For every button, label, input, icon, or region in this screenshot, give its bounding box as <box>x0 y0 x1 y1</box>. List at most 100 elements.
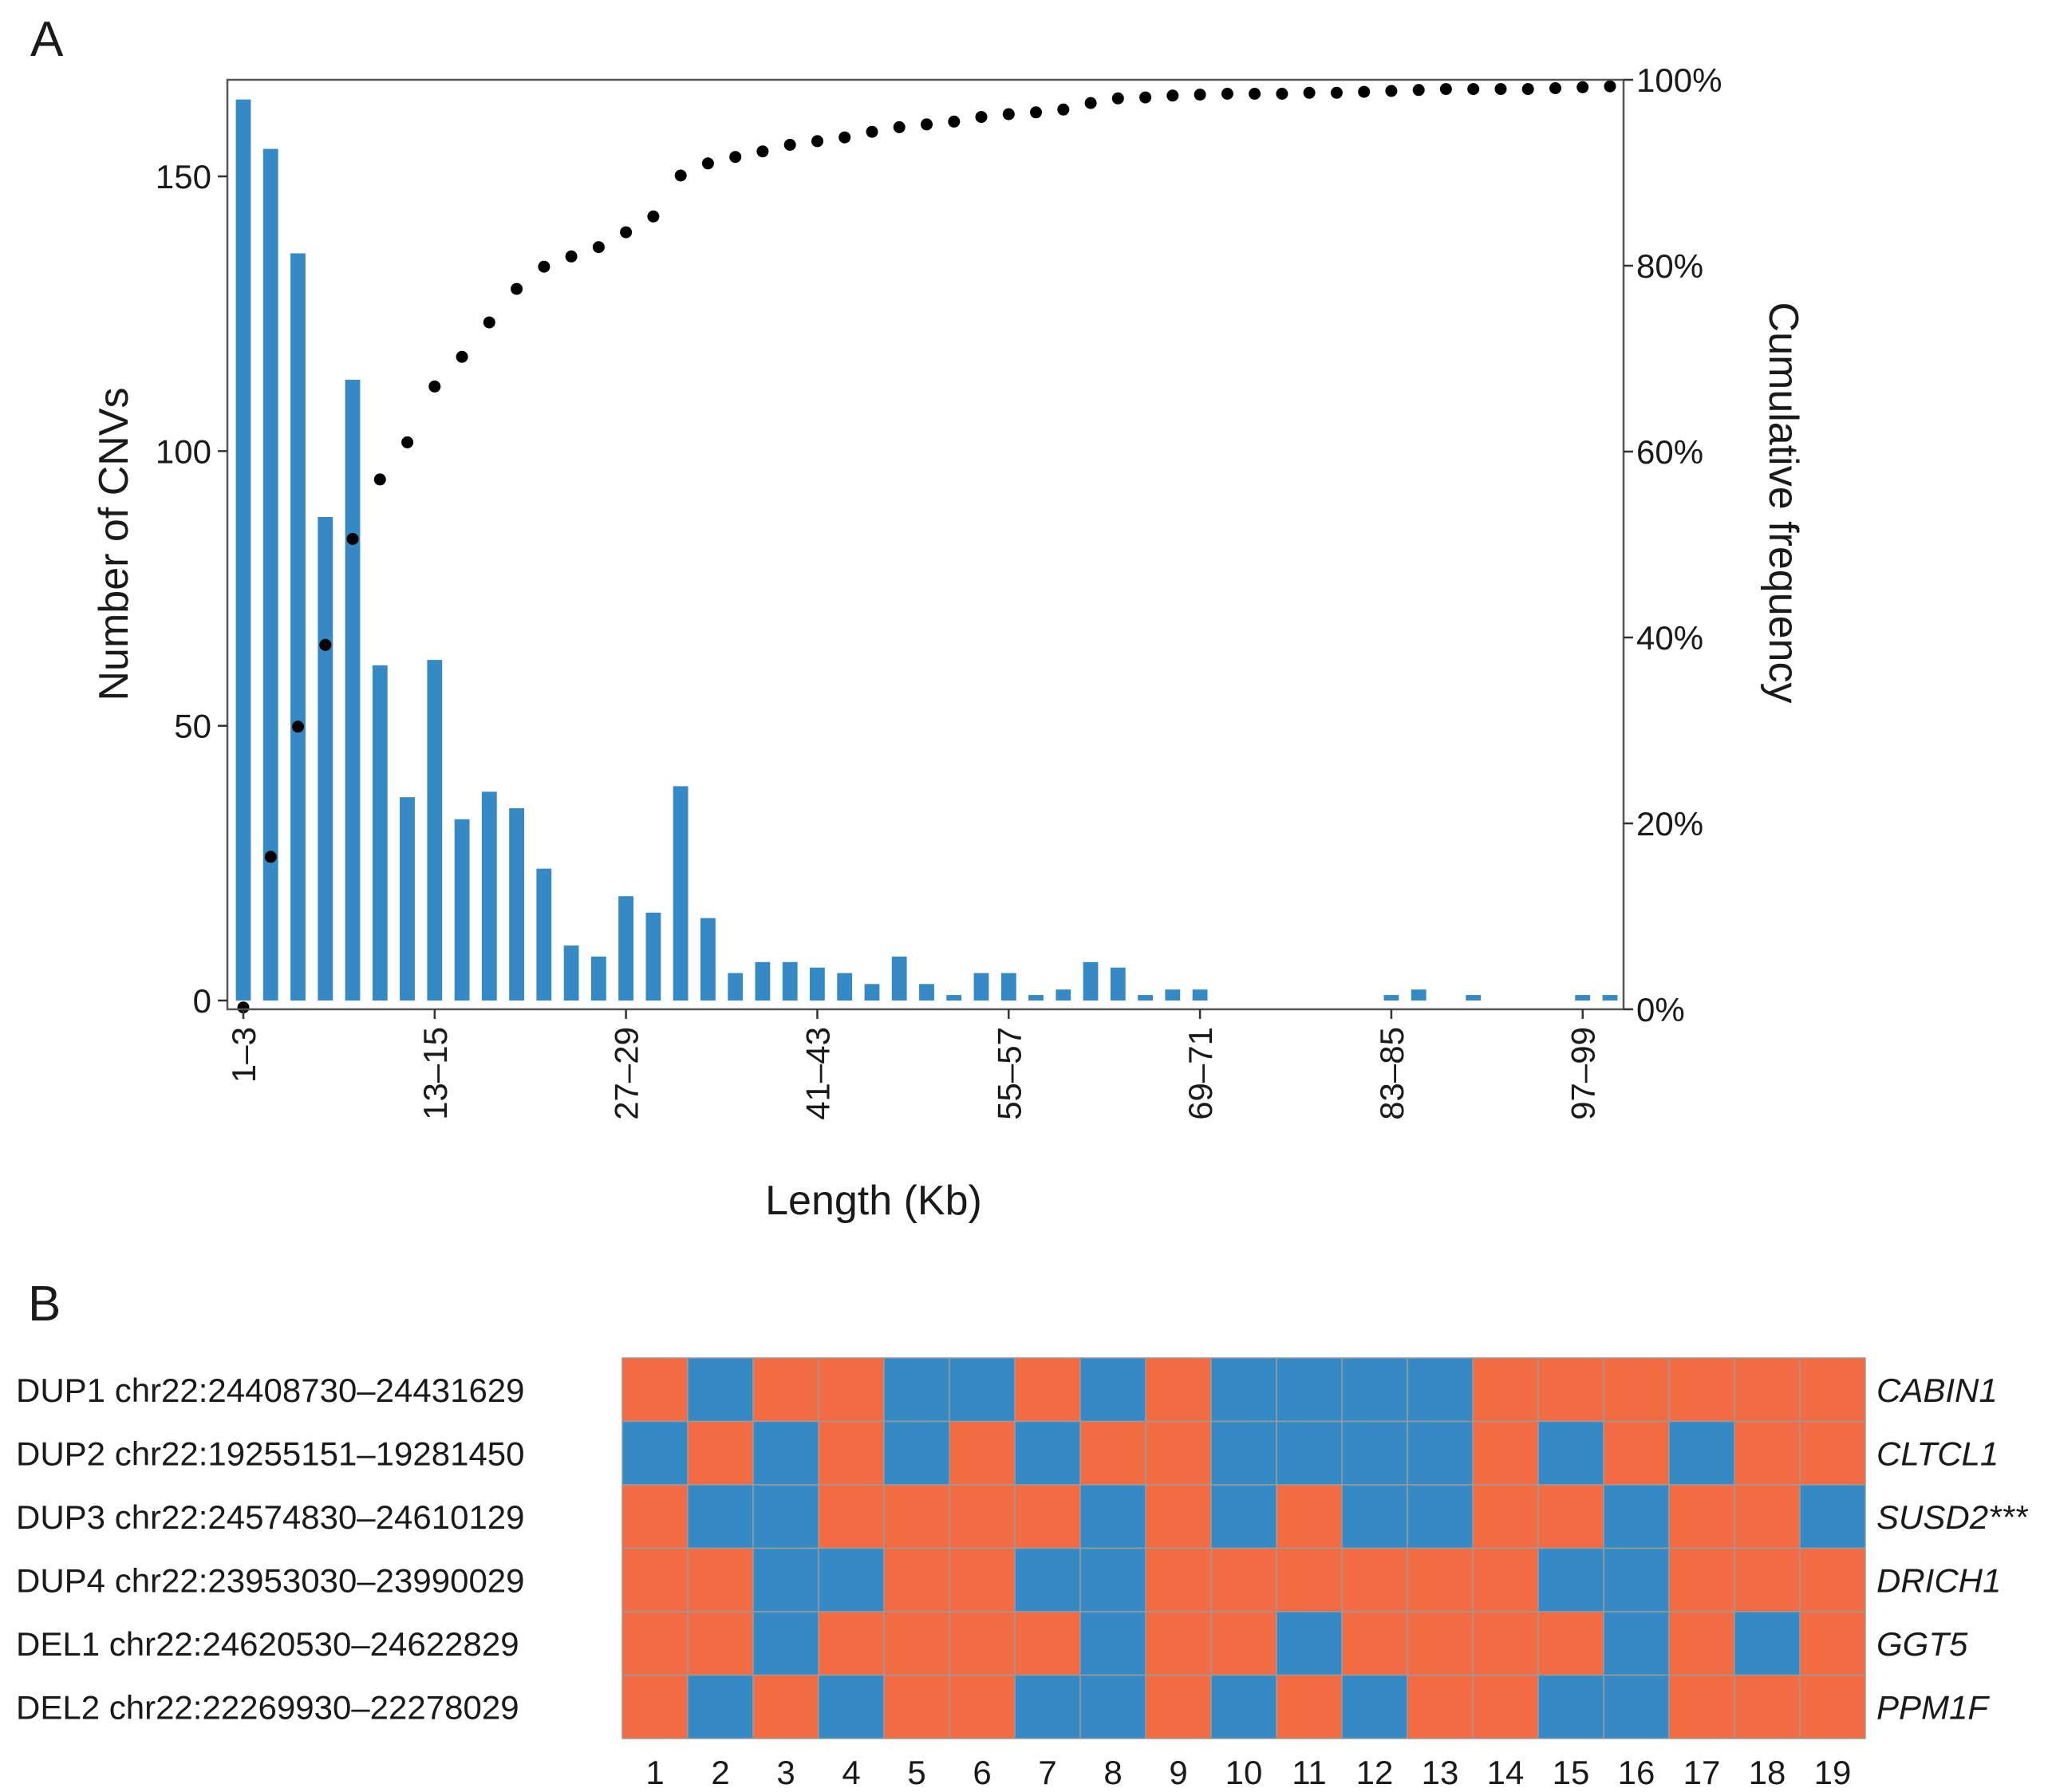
bar <box>1602 995 1618 1001</box>
heatmap-cell <box>1734 1357 1801 1423</box>
bar <box>262 148 278 1001</box>
y2-tick-label: 20% <box>1636 805 1703 843</box>
heatmap-cell <box>1734 1611 1801 1676</box>
cumulative-point <box>346 533 359 545</box>
heatmap-cell <box>1145 1420 1212 1486</box>
heatmap-cell <box>622 1611 689 1676</box>
heatmap-cell <box>1799 1674 1866 1739</box>
heatmap-cell <box>1276 1611 1343 1676</box>
heatmap-cell <box>752 1484 819 1549</box>
row-label: DUP3 chr22:24574830–24610129 <box>16 1498 525 1536</box>
x-tick-label: 41–43 <box>799 1027 836 1120</box>
bar <box>618 896 633 1001</box>
cumulative-point <box>1549 82 1561 94</box>
column-label: 10 <box>1225 1754 1263 1791</box>
bar <box>454 819 470 1001</box>
bar <box>673 786 689 1001</box>
column-label: 8 <box>1103 1754 1122 1791</box>
cumulative-point <box>1303 86 1316 99</box>
heatmap-cell <box>1341 1611 1408 1676</box>
heatmap-cell <box>949 1674 1016 1739</box>
bar <box>290 253 306 1001</box>
heatmap-cell <box>1668 1420 1735 1486</box>
heatmap-cell <box>1276 1484 1343 1549</box>
heatmap-cell <box>1079 1611 1146 1676</box>
x-tick-label: 27–29 <box>608 1027 645 1120</box>
x-tick-label: 83–85 <box>1373 1027 1411 1120</box>
bar <box>563 945 579 1001</box>
heatmap-cell <box>1603 1357 1670 1423</box>
heatmap-cell <box>1799 1484 1866 1549</box>
heatmap-cell <box>1145 1547 1212 1612</box>
gene-label: PPM1F <box>1876 1688 1990 1726</box>
bar <box>728 973 744 1001</box>
heatmap-cell <box>1603 1611 1670 1676</box>
cumulative-series <box>237 80 1616 1014</box>
heatmap-cell <box>687 1420 754 1486</box>
heatmap-cell <box>1079 1420 1146 1486</box>
cumulative-point <box>756 145 769 158</box>
heatmap-cell <box>1210 1357 1277 1423</box>
x-tick-label: 97–99 <box>1565 1027 1602 1120</box>
x-tick-label: 69–71 <box>1182 1027 1219 1120</box>
heatmap-cell <box>1472 1611 1539 1676</box>
bar <box>1466 995 1482 1001</box>
heatmap-cell <box>1341 1420 1408 1486</box>
heatmap-cell <box>883 1674 950 1739</box>
bar <box>1192 989 1208 1001</box>
heatmap-cell <box>1472 1357 1539 1423</box>
bar <box>427 660 443 1001</box>
y2-tick-label: 0% <box>1636 991 1685 1028</box>
cumulative-point <box>921 118 933 131</box>
cumulative-point <box>1030 106 1042 119</box>
panel-a-label: A <box>30 12 64 67</box>
bar <box>591 956 606 1001</box>
y-axis-right: 0% 20% 40% 60% 80% 100% <box>1624 61 1722 1028</box>
heatmap-cell <box>1472 1420 1539 1486</box>
x-tick-label: 13–15 <box>416 1027 454 1120</box>
bar <box>536 868 552 1001</box>
y2-tick-label: 100% <box>1636 61 1722 99</box>
cumulative-point <box>456 350 468 363</box>
cumulative-point <box>783 139 796 151</box>
y-tick-label: 150 <box>156 158 211 195</box>
row-label: DEL2 chr22:22269930–22278029 <box>16 1688 519 1726</box>
gene-label: GGT5 <box>1876 1625 1968 1663</box>
column-label: 12 <box>1356 1754 1394 1791</box>
heatmap-cell <box>687 1357 754 1423</box>
heatmap-cell <box>818 1357 885 1423</box>
column-label: 6 <box>973 1754 991 1791</box>
column-labels: 1 2 3 4 5 6 7 8 9 10 11 12 13 14 15 16 17 18 19 <box>645 1754 1851 1791</box>
cumulative-point <box>647 210 660 223</box>
bar <box>372 665 388 1001</box>
cumulative-point <box>565 250 578 262</box>
heatmap-cell <box>1276 1547 1343 1612</box>
heatmap-cell <box>949 1547 1016 1612</box>
heatmap-cell <box>1014 1547 1081 1612</box>
cumulative-point <box>1467 83 1480 96</box>
heatmap-cell <box>1734 1484 1801 1549</box>
column-label: 7 <box>1038 1754 1056 1791</box>
cumulative-point <box>319 638 332 651</box>
row-label: DUP1 chr22:24408730–24431629 <box>16 1372 525 1409</box>
heatmap-cell <box>687 1547 754 1612</box>
heatmap-cell <box>622 1357 689 1423</box>
heatmap-cell <box>1145 1674 1212 1739</box>
bar <box>235 99 251 1001</box>
cumulative-point <box>975 111 988 124</box>
cumulative-point <box>401 436 414 448</box>
heatmap-cell <box>1079 1484 1146 1549</box>
gene-label: SUSD2*** <box>1876 1498 2029 1536</box>
heatmap-cell <box>1014 1420 1081 1486</box>
heatmap-cell <box>1341 1674 1408 1739</box>
heatmap-cell <box>1668 1611 1735 1676</box>
heatmap-cell <box>1014 1611 1081 1676</box>
bar <box>481 791 497 1001</box>
heatmap-cell <box>1537 1674 1604 1739</box>
column-label: 9 <box>1169 1754 1187 1791</box>
heatmap-cell <box>1341 1484 1408 1549</box>
heatmap-cell <box>1603 1674 1670 1739</box>
cumulative-point <box>811 135 823 148</box>
cumulative-point <box>948 115 961 128</box>
